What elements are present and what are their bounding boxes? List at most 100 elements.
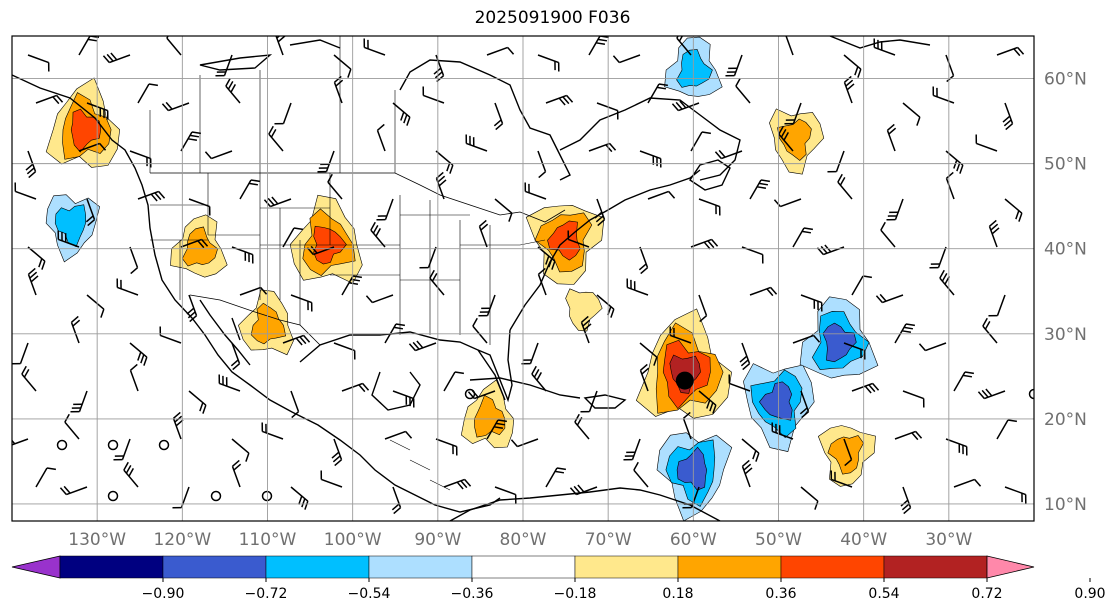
calm-wind-circle xyxy=(107,439,119,451)
east-coast xyxy=(509,169,701,331)
wind-barb xyxy=(392,390,415,408)
anomaly-contour xyxy=(54,204,87,248)
wind-barb xyxy=(749,286,778,297)
wind-barb xyxy=(843,54,862,78)
wind-barb xyxy=(290,486,309,510)
wind-barb xyxy=(419,246,437,269)
wind-barb xyxy=(35,94,64,105)
wind-barb xyxy=(225,77,241,104)
colorbar-segment xyxy=(780,555,885,579)
longitude-label: 60°W xyxy=(670,530,717,550)
wind-barb xyxy=(1004,486,1027,504)
wind-barb xyxy=(510,438,539,448)
wind-barb xyxy=(370,221,386,248)
latitude-label: 50°N xyxy=(1044,155,1087,175)
wind-barb xyxy=(982,317,998,344)
wind-barb xyxy=(64,413,80,440)
wind-barb xyxy=(945,438,968,456)
wind-barb xyxy=(465,134,488,152)
wind-barb xyxy=(231,459,242,488)
wind-barb xyxy=(70,390,88,413)
colorbar-segment xyxy=(368,555,473,579)
wind-barb xyxy=(429,269,445,296)
longitude-label: 70°W xyxy=(585,530,632,550)
wind-barb xyxy=(166,36,182,56)
wind-barb xyxy=(363,38,386,56)
wind-barb xyxy=(792,334,821,344)
wind-barb xyxy=(676,36,692,56)
colorbar: −0.90 −0.72 −0.54 −0.36 −0.18 0.18 0.36 0.54 0.7… xyxy=(11,555,1105,602)
wind-barb xyxy=(78,142,107,152)
wind-barb xyxy=(27,246,46,270)
wind-barb xyxy=(671,100,700,112)
wind-barb xyxy=(365,294,394,304)
wind-barb xyxy=(478,294,496,317)
calm-wind-circle xyxy=(464,388,476,400)
wind-barb xyxy=(486,46,515,56)
wind-barb xyxy=(435,438,458,456)
wind-barb xyxy=(204,150,233,160)
wind-barb xyxy=(85,198,96,227)
wind-barb xyxy=(953,478,982,488)
wind-barb xyxy=(494,198,513,222)
wind-barb xyxy=(902,102,921,126)
storm-center-marker xyxy=(675,371,694,390)
wind-barb xyxy=(749,179,771,200)
canada-us-border xyxy=(150,172,566,223)
canada-province-lines xyxy=(149,36,396,173)
latitude-label: 20°N xyxy=(1044,410,1087,430)
cuba-coast xyxy=(469,377,581,399)
colorbar-label: 0.90 xyxy=(1074,586,1105,602)
calm-wind-circle xyxy=(158,439,170,451)
wind-barb xyxy=(86,294,105,318)
wind-barb xyxy=(596,102,619,120)
wind-barb xyxy=(282,334,311,346)
wind-barb xyxy=(27,54,50,72)
wind-barb xyxy=(580,315,592,344)
colorbar-label: −0.54 xyxy=(348,586,391,602)
longitude-label: 50°W xyxy=(755,530,802,550)
wind-barb xyxy=(977,388,1006,400)
latitude-label: 40°N xyxy=(1044,240,1087,260)
longitude-label: 130°W xyxy=(68,530,126,550)
wind-barb xyxy=(123,461,139,488)
map-gridlines xyxy=(12,36,1034,521)
colorbar-label: 0.72 xyxy=(971,586,1002,602)
wind-barb xyxy=(12,342,29,365)
wind-barb xyxy=(886,123,897,152)
latitude-label: 30°N xyxy=(1044,325,1087,345)
wind-barb xyxy=(1002,102,1014,131)
wind-barb xyxy=(894,430,923,441)
wind-barb xyxy=(25,150,37,179)
coastlines xyxy=(12,36,931,521)
wind-barb xyxy=(545,94,574,106)
wind-barb xyxy=(725,54,743,77)
colorbar-label: −0.72 xyxy=(245,586,288,602)
wind-barb xyxy=(682,411,692,440)
wind-barb xyxy=(567,230,590,248)
baja-california-coast xyxy=(199,299,251,366)
wind-barb xyxy=(647,83,669,104)
wind-barb xyxy=(690,131,712,152)
calm-wind-circle xyxy=(1028,388,1034,400)
anomaly-contour xyxy=(822,322,857,363)
wind-barb xyxy=(741,438,760,462)
latitude-label: 60°N xyxy=(1044,70,1087,90)
wind-barb xyxy=(231,246,254,264)
arctic-islands-coast xyxy=(199,39,341,71)
wind-barb xyxy=(333,54,352,78)
wind-barb xyxy=(21,365,37,392)
wind-barb xyxy=(239,179,261,200)
wind-barb xyxy=(988,294,1006,317)
wind-barb xyxy=(57,230,80,248)
wind-barb xyxy=(800,486,819,510)
wind-barb xyxy=(494,486,517,504)
colorbar-extend-low xyxy=(11,555,61,579)
longitude-label: 80°W xyxy=(500,530,547,550)
yucatan-coast xyxy=(371,371,421,411)
wind-barb xyxy=(59,485,88,496)
wind-barb xyxy=(939,269,955,296)
wind-barb xyxy=(929,246,947,269)
wind-barb xyxy=(327,173,343,200)
